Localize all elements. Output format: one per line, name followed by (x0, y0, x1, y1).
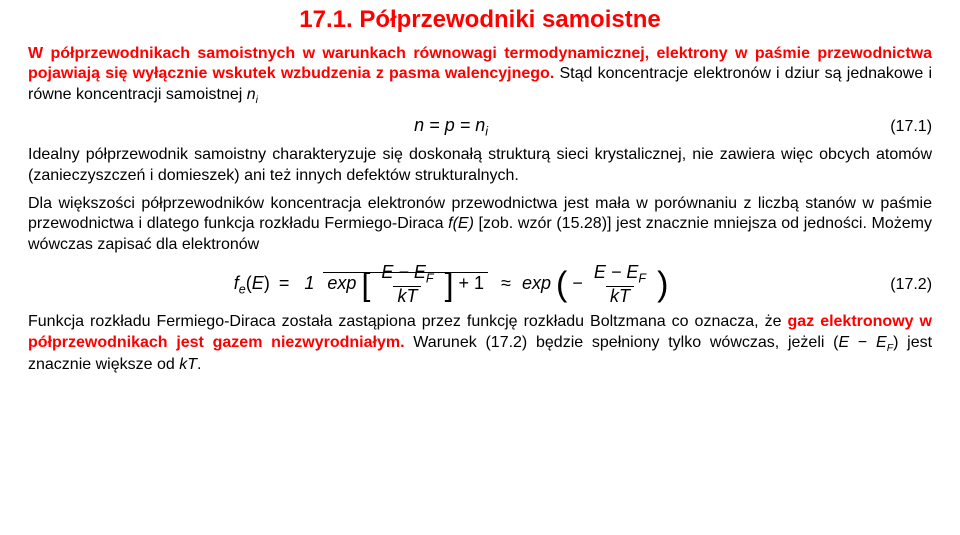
p4-d: . (197, 356, 201, 373)
para1-sym-sub: i (256, 95, 258, 106)
eq2-num1: 1 (300, 273, 318, 293)
eq1-text: n = p = n (414, 115, 485, 135)
paragraph-1: W półprzewodnikach samoistnych w warunka… (28, 44, 932, 107)
eq2-kt1: kT (393, 286, 421, 306)
eq1-sub: i (485, 125, 488, 139)
eq2-minus: − (572, 273, 583, 293)
section-title: 17.1. Półprzewodniki samoistne (28, 6, 932, 34)
p4-b: Warunek (17.2) będzie spełniony tylko wó… (405, 334, 839, 351)
paragraph-4: Funkcja rozkładu Fermiego-Diraca została… (28, 312, 932, 375)
eq1-label: (17.1) (874, 118, 932, 136)
p4-kT: kT (179, 356, 197, 373)
p4-E2: E (876, 334, 887, 351)
eq2-body: fe(E) = 1 exp [ E − EF kT ] + 1 ≈ exp ( … (234, 263, 669, 306)
p4-E1: E (839, 334, 850, 351)
p4-a: Funkcja rozkładu Fermiego-Diraca została… (28, 313, 788, 330)
eq2-label: (17.2) (874, 276, 932, 294)
equation-17-1: n = p = ni (17.1) (28, 115, 932, 139)
eq2-emef1-sub: F (426, 272, 434, 286)
eq2-plus1: + 1 (459, 273, 485, 293)
eq2-arg: E (252, 273, 264, 293)
eq2-approx: ≈ (501, 273, 511, 293)
paragraph-2: Idealny półprzewodnik samoistny charakte… (28, 145, 932, 186)
para1-sym-n: n (247, 86, 256, 103)
equation-17-2: fe(E) = 1 exp [ E − EF kT ] + 1 ≈ exp ( … (28, 263, 932, 306)
eq2-emef2: E − E (594, 262, 639, 282)
eq2-emef1: E − E (381, 262, 426, 282)
eq2-frac1: 1 exp [ E − EF kT ] + 1 (300, 263, 488, 306)
eq2-f-sub: e (239, 283, 246, 297)
p3-fe: f(E) (448, 215, 474, 232)
eq2-exp1: exp (327, 273, 356, 293)
eq2-exp2: exp (522, 273, 551, 293)
p4-minus: − (849, 334, 876, 351)
eq2-kt2: kT (606, 286, 634, 306)
eq1-body: n = p = ni (414, 115, 488, 139)
eq2-emef2-sub: F (638, 272, 646, 286)
paragraph-3: Dla większości półprzewodników koncentra… (28, 194, 932, 255)
